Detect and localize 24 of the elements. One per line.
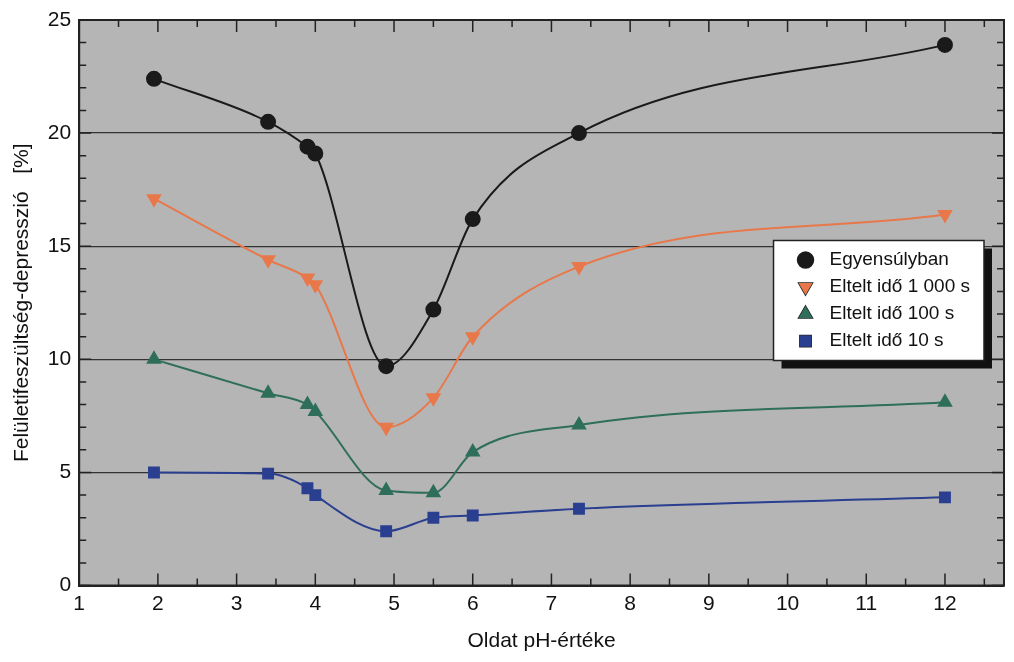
legend-label: Eltelt idő 10 s: [829, 329, 944, 351]
x-tick-label: 3: [230, 591, 243, 614]
y-tick-label: 20: [47, 119, 72, 143]
y-tick-label: 15: [47, 233, 72, 257]
legend-label: Eltelt idő 1 000 s: [829, 275, 971, 297]
y-axis-title: Felületifeszültség-depresszió [%]: [9, 143, 33, 463]
x-axis-title: Oldat pH-értéke: [467, 628, 616, 652]
legend-label: Eltelt idő 100 s: [829, 302, 955, 324]
x-tick-label: 11: [855, 591, 878, 614]
x-tick-label: 2: [152, 591, 164, 614]
x-tick-label: 6: [466, 591, 479, 614]
x-tick-label: 7: [545, 591, 558, 614]
x-tick-label: 4: [309, 591, 322, 614]
y-tick-label: 10: [47, 346, 72, 370]
x-tick-label: 12: [933, 591, 957, 614]
legend-label: Egyensúlyban: [829, 248, 949, 270]
y-tick-label: 0: [59, 572, 72, 596]
x-tick-label: 8: [624, 591, 636, 614]
x-tick-label: 5: [388, 591, 400, 614]
y-tick-label: 5: [59, 459, 72, 483]
y-tick-label: 25: [47, 6, 72, 30]
x-tick-label: 1: [73, 591, 86, 614]
x-tick-label: 9: [703, 591, 715, 614]
x-tick-label: 10: [775, 591, 800, 614]
